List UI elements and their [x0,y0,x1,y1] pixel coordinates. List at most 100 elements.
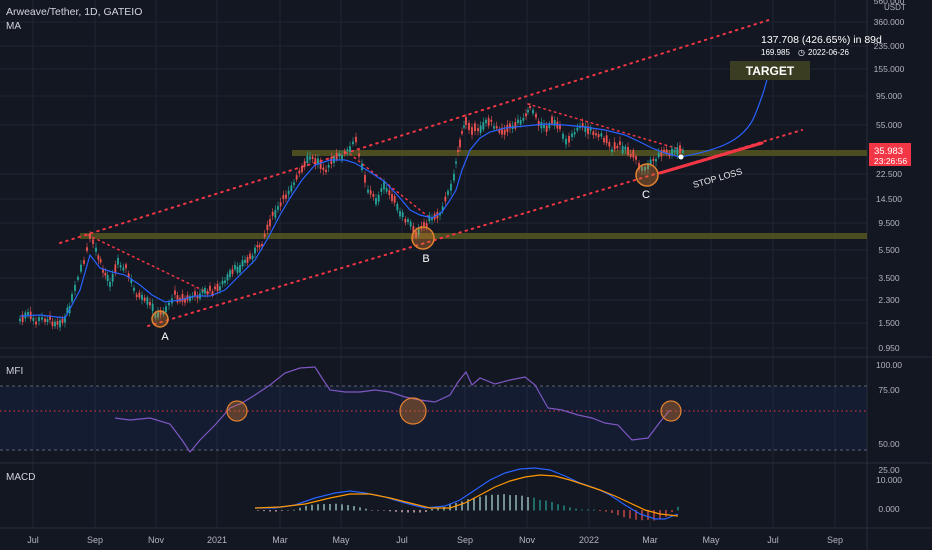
candle-body [621,145,624,154]
candle-body [80,264,82,272]
candle-body [568,135,570,143]
candle-body [51,321,54,327]
candle-body [59,320,61,328]
candle-body [234,264,236,270]
candle-body [444,196,447,202]
candle-body [388,190,391,196]
target-box[interactable] [730,61,810,80]
candle-body [95,247,97,252]
candle-body [64,316,66,323]
candle-body [613,142,616,150]
candle-body [119,265,122,268]
candle-body [341,154,343,160]
candle-body [603,138,605,143]
candle-body [457,149,459,152]
downtrend-line-1[interactable] [87,234,216,297]
time-tick-label: 2022 [579,535,599,545]
candle-body [461,130,463,134]
macd-histogram[interactable] [257,494,679,521]
candle-body [21,314,24,323]
candle-body [682,150,684,153]
candle-body [236,266,239,273]
candle-body [396,203,399,211]
candle-body [404,219,407,223]
candle-body [548,123,551,129]
candle-body [86,247,88,252]
candle-body [319,161,322,169]
support-zone[interactable] [80,233,867,239]
candle-body [611,149,613,152]
candle-body [271,211,274,216]
candle-body [219,286,221,291]
price-tick-label: 9.500 [878,218,900,228]
downtrend-line-2[interactable] [349,153,431,219]
candle-body [162,310,165,315]
time-axis[interactable]: Jul Sep Nov 2021 Mar May Jul Sep Nov 2022 Mar May Ju… [27,535,843,545]
candle-body [632,150,635,158]
macd-line[interactable] [255,467,679,520]
candle-body [104,272,107,276]
candle-body [565,138,567,145]
price-candles[interactable] [19,102,684,332]
candle-body [498,129,501,133]
candle-body [559,124,561,130]
candle-body [249,253,251,259]
candle-body [495,126,498,129]
candle-body [605,135,608,144]
mfi-tick-label: 25.00 [878,465,900,475]
candle-body [165,306,167,313]
candle-body [184,297,186,303]
candle-body [399,211,401,217]
candle-body [616,145,619,149]
candle-body [189,296,191,301]
downtrend-line-3[interactable] [527,103,683,151]
candle-body [151,303,154,312]
candle-body [102,268,104,273]
resistance-zone[interactable] [292,150,867,156]
candle-body [537,120,540,127]
candle-body [490,119,493,122]
candle-body [493,126,495,129]
candle-body [638,163,640,170]
candle-body [201,290,204,294]
candle-body [61,318,64,323]
macd-signal-line[interactable] [254,474,679,517]
channel-upper-line[interactable] [59,18,773,244]
candle-body [133,287,135,291]
price-axis[interactable]: 560.000 360.000 235.000 155.000 95.000 55.000… [874,0,905,353]
candle-body [49,315,51,320]
candle-body [239,265,241,273]
candle-body [74,284,76,292]
candle-body [352,141,354,145]
candle-body [525,113,527,117]
candle-body [54,321,56,327]
candle-body [624,146,627,150]
candle-body [562,133,564,139]
mfi-line[interactable] [114,366,671,454]
point-c-circle[interactable] [635,163,659,187]
mfi-axis[interactable]: 100.00 75.00 50.00 25.00 [876,360,902,475]
candle-body [204,288,206,294]
candle-body [56,321,59,325]
stop-loss-line[interactable] [658,141,764,175]
candle-body [573,132,576,135]
candle-body [127,273,130,278]
point-b-circle[interactable] [411,226,435,250]
candle-body [229,270,231,277]
candle-body [181,293,184,302]
candle-body [261,243,263,247]
candle-body [647,163,649,170]
macd-axis[interactable]: 10.000 0.000 [876,475,902,514]
projection-curve[interactable] [679,65,771,158]
macd-title: MACD [6,472,35,483]
price-tick-label: 22.500 [876,169,902,179]
candle-body [149,301,151,306]
candle-body [143,297,146,301]
candle-body [282,195,285,199]
candle-body [369,190,372,195]
candle-body [453,173,455,181]
candle-body [19,318,21,322]
ma-line[interactable] [19,123,681,319]
point-a-circle[interactable] [151,310,169,328]
